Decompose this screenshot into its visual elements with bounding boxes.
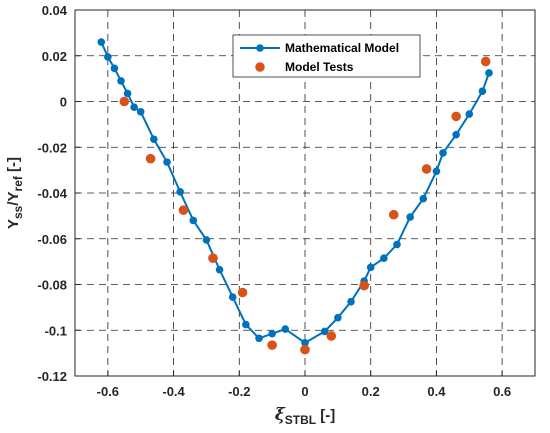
x-axis-label-symbol: ξ [275, 405, 286, 425]
y-tick-label: -0.12 [37, 369, 67, 384]
data-point-mathematical-model [366, 263, 375, 272]
legend-label: Model Tests [285, 60, 354, 74]
data-point-mathematical-model [130, 103, 138, 112]
y-axis-label-sub2: ref [11, 175, 25, 191]
y-tick-label: 0.02 [42, 49, 67, 64]
data-point-model-tests [267, 340, 277, 350]
x-tick-label: 0.4 [427, 384, 446, 399]
data-point-mathematical-model [452, 130, 460, 139]
data-point-model-tests [178, 205, 189, 215]
data-point-model-tests [208, 253, 218, 263]
y-axis-label-part2: /Y [5, 191, 22, 205]
y-tick-label: -0.08 [37, 278, 67, 293]
x-axis-label: ξSTBL [-] [275, 405, 336, 427]
y-tick-label: -0.04 [37, 186, 67, 201]
x-tick-label: -0.4 [162, 384, 185, 399]
data-point-mathematical-model [163, 158, 171, 166]
data-point-model-tests [480, 56, 491, 67]
y-axis-ticks: 0.04 0.02 0 -0.02 -0.04 -0.06 -0.08 -0.1 -0.12 [37, 3, 80, 384]
data-point-mathematical-model [432, 167, 441, 176]
y-axis-label: Yss/Yref [-] [5, 157, 25, 229]
series-layer [97, 38, 493, 355]
legend-marker-swatch [255, 62, 265, 72]
data-point-mathematical-model [320, 327, 329, 336]
x-axis-label-unit: [-] [316, 407, 335, 424]
data-point-mathematical-model [485, 69, 493, 77]
data-point-mathematical-model [465, 110, 474, 118]
data-point-model-tests [119, 96, 130, 107]
data-point-model-tests [421, 164, 432, 174]
data-point-mathematical-model [380, 254, 388, 262]
y-tick-label: -0.06 [37, 232, 67, 247]
data-point-mathematical-model [110, 64, 119, 73]
x-tick-label: -0.6 [97, 384, 119, 399]
data-point-mathematical-model [406, 213, 414, 221]
data-point-mathematical-model [97, 38, 106, 46]
data-point-model-tests [388, 209, 399, 220]
y-tick-label: 0.04 [42, 3, 68, 18]
data-point-mathematical-model [228, 293, 237, 301]
data-point-mathematical-model [419, 194, 428, 203]
data-point-model-tests [359, 280, 369, 291]
data-point-mathematical-model [123, 89, 132, 98]
data-point-mathematical-model [255, 334, 263, 343]
data-point-model-tests [237, 287, 248, 298]
series-line-mathematical-model [100, 41, 490, 344]
data-point-mathematical-model [189, 216, 198, 225]
data-point-mathematical-model [215, 265, 224, 274]
x-tick-label: 0.2 [362, 384, 380, 399]
data-point-model-tests [451, 111, 461, 122]
y-tick-label: 0 [60, 95, 67, 110]
data-point-mathematical-model [439, 149, 447, 157]
x-tick-label: 0.6 [493, 384, 511, 399]
y-axis-label-sub1: ss [11, 205, 25, 219]
legend-item-mathematical-model: Mathematical Model [240, 41, 399, 55]
data-point-mathematical-model [104, 53, 112, 61]
data-point-mathematical-model [301, 339, 309, 347]
legend-label: Mathematical Model [285, 41, 399, 55]
data-point-mathematical-model [393, 240, 401, 249]
x-tick-label: -0.2 [228, 384, 250, 399]
data-point-mathematical-model [478, 87, 487, 96]
x-axis-ticks: -0.6 -0.4 -0.2 0 0.2 0.4 0.6 [97, 371, 511, 399]
data-point-mathematical-model [347, 297, 355, 306]
legend-item-model-tests: Model Tests [255, 60, 354, 74]
data-point-mathematical-model [202, 236, 211, 244]
y-axis-label-part1: Y [5, 219, 22, 229]
legend-marker-swatch [256, 44, 264, 52]
y-tick-label: -0.1 [45, 323, 67, 338]
data-point-mathematical-model [334, 313, 342, 322]
data-point-mathematical-model [176, 188, 184, 196]
legend-box [232, 34, 421, 78]
data-point-mathematical-model [150, 135, 158, 144]
data-point-mathematical-model [281, 325, 290, 333]
x-tick-label: 0 [301, 384, 308, 399]
legend: Mathematical Model Model Tests [232, 34, 421, 78]
data-point-mathematical-model [242, 320, 250, 329]
data-point-model-tests [326, 331, 337, 341]
y-axis-label-part3: [-] [5, 157, 22, 176]
data-point-model-tests [145, 153, 156, 164]
data-point-mathematical-model [136, 107, 145, 116]
y-tick-label: -0.02 [37, 140, 67, 155]
data-point-model-tests [300, 344, 310, 355]
data-point-mathematical-model [268, 329, 276, 338]
data-point-mathematical-model [117, 77, 125, 85]
x-axis-label-subscript: STBL [285, 413, 316, 427]
